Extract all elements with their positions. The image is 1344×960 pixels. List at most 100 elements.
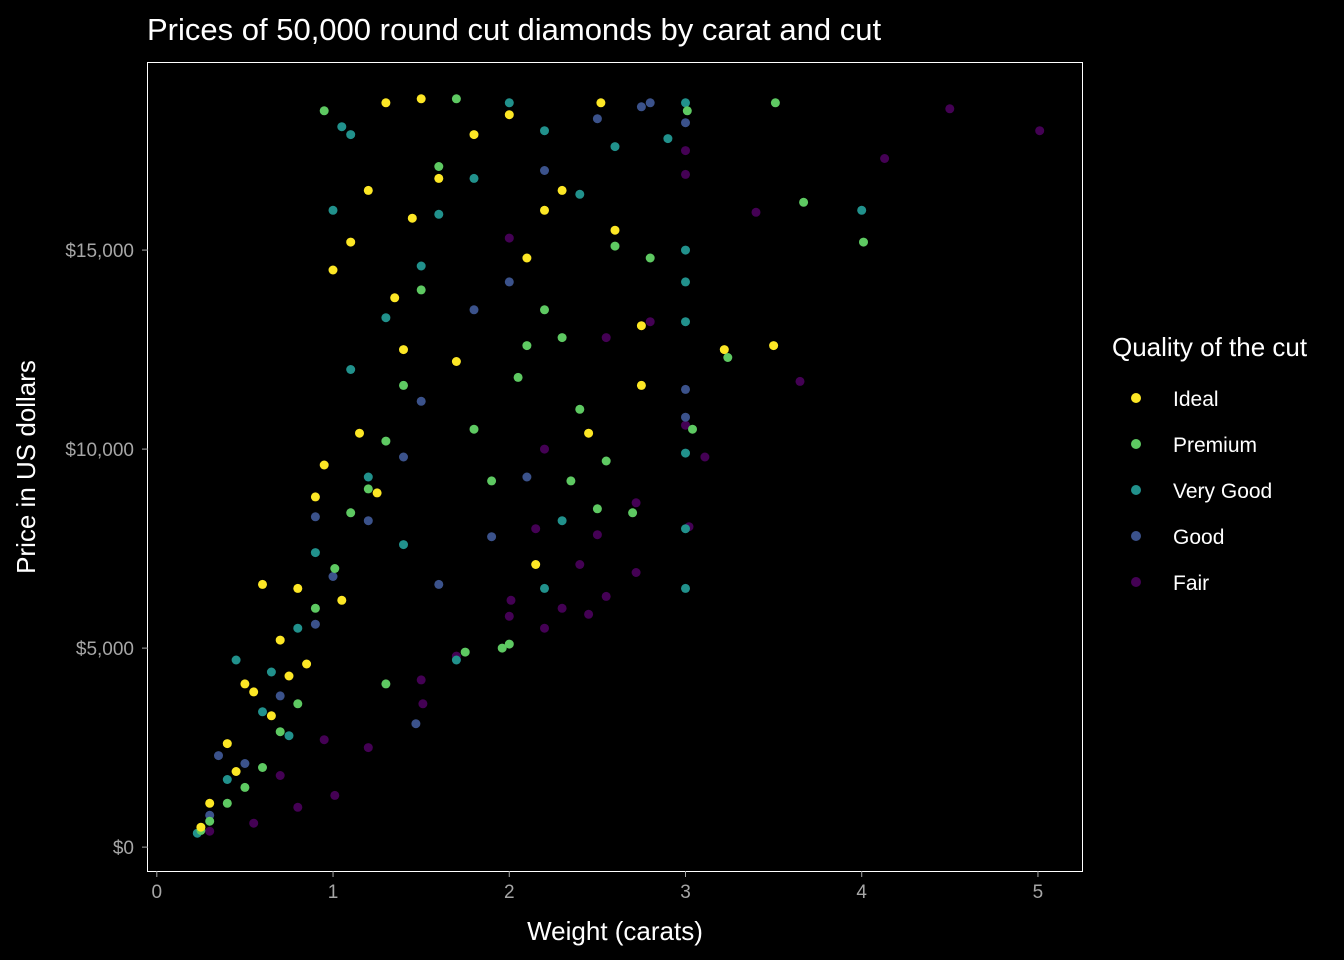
data-point <box>469 305 479 315</box>
data-point <box>222 798 232 808</box>
data-point <box>645 253 655 263</box>
legend-key <box>1131 485 1141 495</box>
data-point <box>434 209 444 219</box>
data-point <box>504 110 514 120</box>
legend-label: Good <box>1173 526 1224 549</box>
data-point <box>540 305 549 315</box>
legend-key <box>1131 439 1141 449</box>
data-point <box>681 384 690 394</box>
data-point <box>319 106 329 116</box>
data-point <box>681 524 690 534</box>
data-point <box>284 671 294 681</box>
data-point <box>302 659 312 669</box>
data-point <box>363 743 373 753</box>
data-point <box>346 508 356 518</box>
chart-title: Prices of 50,000 round cut diamonds by c… <box>147 12 881 47</box>
data-point <box>310 512 320 522</box>
data-point <box>506 595 516 605</box>
data-point <box>319 735 329 745</box>
data-point <box>469 173 479 183</box>
data-point <box>584 428 594 438</box>
data-point <box>628 508 638 518</box>
data-point <box>557 185 567 195</box>
data-point <box>770 98 780 108</box>
data-point <box>663 134 673 144</box>
data-point <box>504 277 514 287</box>
data-point <box>487 476 497 486</box>
data-point <box>584 609 594 619</box>
data-point <box>681 118 690 128</box>
data-point <box>575 560 585 569</box>
data-point <box>504 98 514 108</box>
data-point <box>769 341 779 351</box>
data-point <box>681 245 690 255</box>
data-point <box>531 524 541 534</box>
data-point <box>636 321 646 331</box>
legend-label: Very Good <box>1173 480 1272 503</box>
data-point <box>531 560 541 569</box>
legend-label: Fair <box>1173 572 1209 595</box>
data-point <box>451 357 461 366</box>
data-point <box>434 173 444 183</box>
data-point <box>719 345 729 355</box>
y-tick-label: $5,000 <box>76 639 134 660</box>
data-point <box>434 162 444 171</box>
data-point <box>540 205 549 215</box>
data-point <box>723 353 733 362</box>
data-point <box>293 583 303 593</box>
data-point <box>557 333 567 343</box>
data-point <box>487 532 497 542</box>
x-tick-label: 5 <box>1033 882 1044 903</box>
data-point <box>522 341 532 351</box>
legend: Quality of the cut Ideal Premium Very Good… <box>1112 332 1308 595</box>
data-point <box>1035 126 1045 136</box>
data-point <box>610 225 620 235</box>
data-point <box>310 619 320 629</box>
legend-key <box>1131 531 1141 541</box>
data-point <box>337 595 347 605</box>
data-point <box>293 699 303 709</box>
data-point <box>859 237 868 247</box>
data-point <box>399 345 408 355</box>
data-point <box>399 452 408 462</box>
data-point <box>310 548 320 558</box>
data-point <box>231 655 241 665</box>
points-layer <box>192 94 1045 838</box>
y-tick-label: $0 <box>113 838 134 859</box>
data-point <box>575 404 585 414</box>
x-tick-label: 3 <box>680 882 691 903</box>
data-point <box>275 771 285 780</box>
legend-key <box>1131 393 1141 403</box>
data-point <box>592 530 602 540</box>
data-point <box>275 635 285 645</box>
data-point <box>799 197 809 207</box>
data-point <box>381 679 391 689</box>
data-point <box>205 826 215 836</box>
data-point <box>631 498 641 508</box>
data-point <box>601 333 611 343</box>
legend-title: Quality of the cut <box>1112 332 1308 362</box>
data-point <box>645 317 655 327</box>
data-point <box>399 540 408 550</box>
data-point <box>681 317 690 327</box>
data-point <box>249 687 259 697</box>
data-point <box>795 376 805 386</box>
data-point <box>249 818 259 828</box>
data-point <box>293 623 303 633</box>
data-point <box>636 380 646 390</box>
data-point <box>275 727 285 737</box>
data-point <box>469 130 479 140</box>
data-point <box>346 237 356 247</box>
data-point <box>557 603 567 613</box>
data-point <box>390 293 400 303</box>
data-point <box>418 699 428 709</box>
data-point <box>681 146 690 156</box>
data-point <box>557 516 567 526</box>
plot-panel-border <box>147 62 1083 872</box>
data-point <box>310 603 320 613</box>
data-point <box>346 130 356 140</box>
data-point <box>857 205 867 215</box>
data-point <box>681 169 690 179</box>
data-point <box>258 579 267 589</box>
data-point <box>601 591 611 601</box>
